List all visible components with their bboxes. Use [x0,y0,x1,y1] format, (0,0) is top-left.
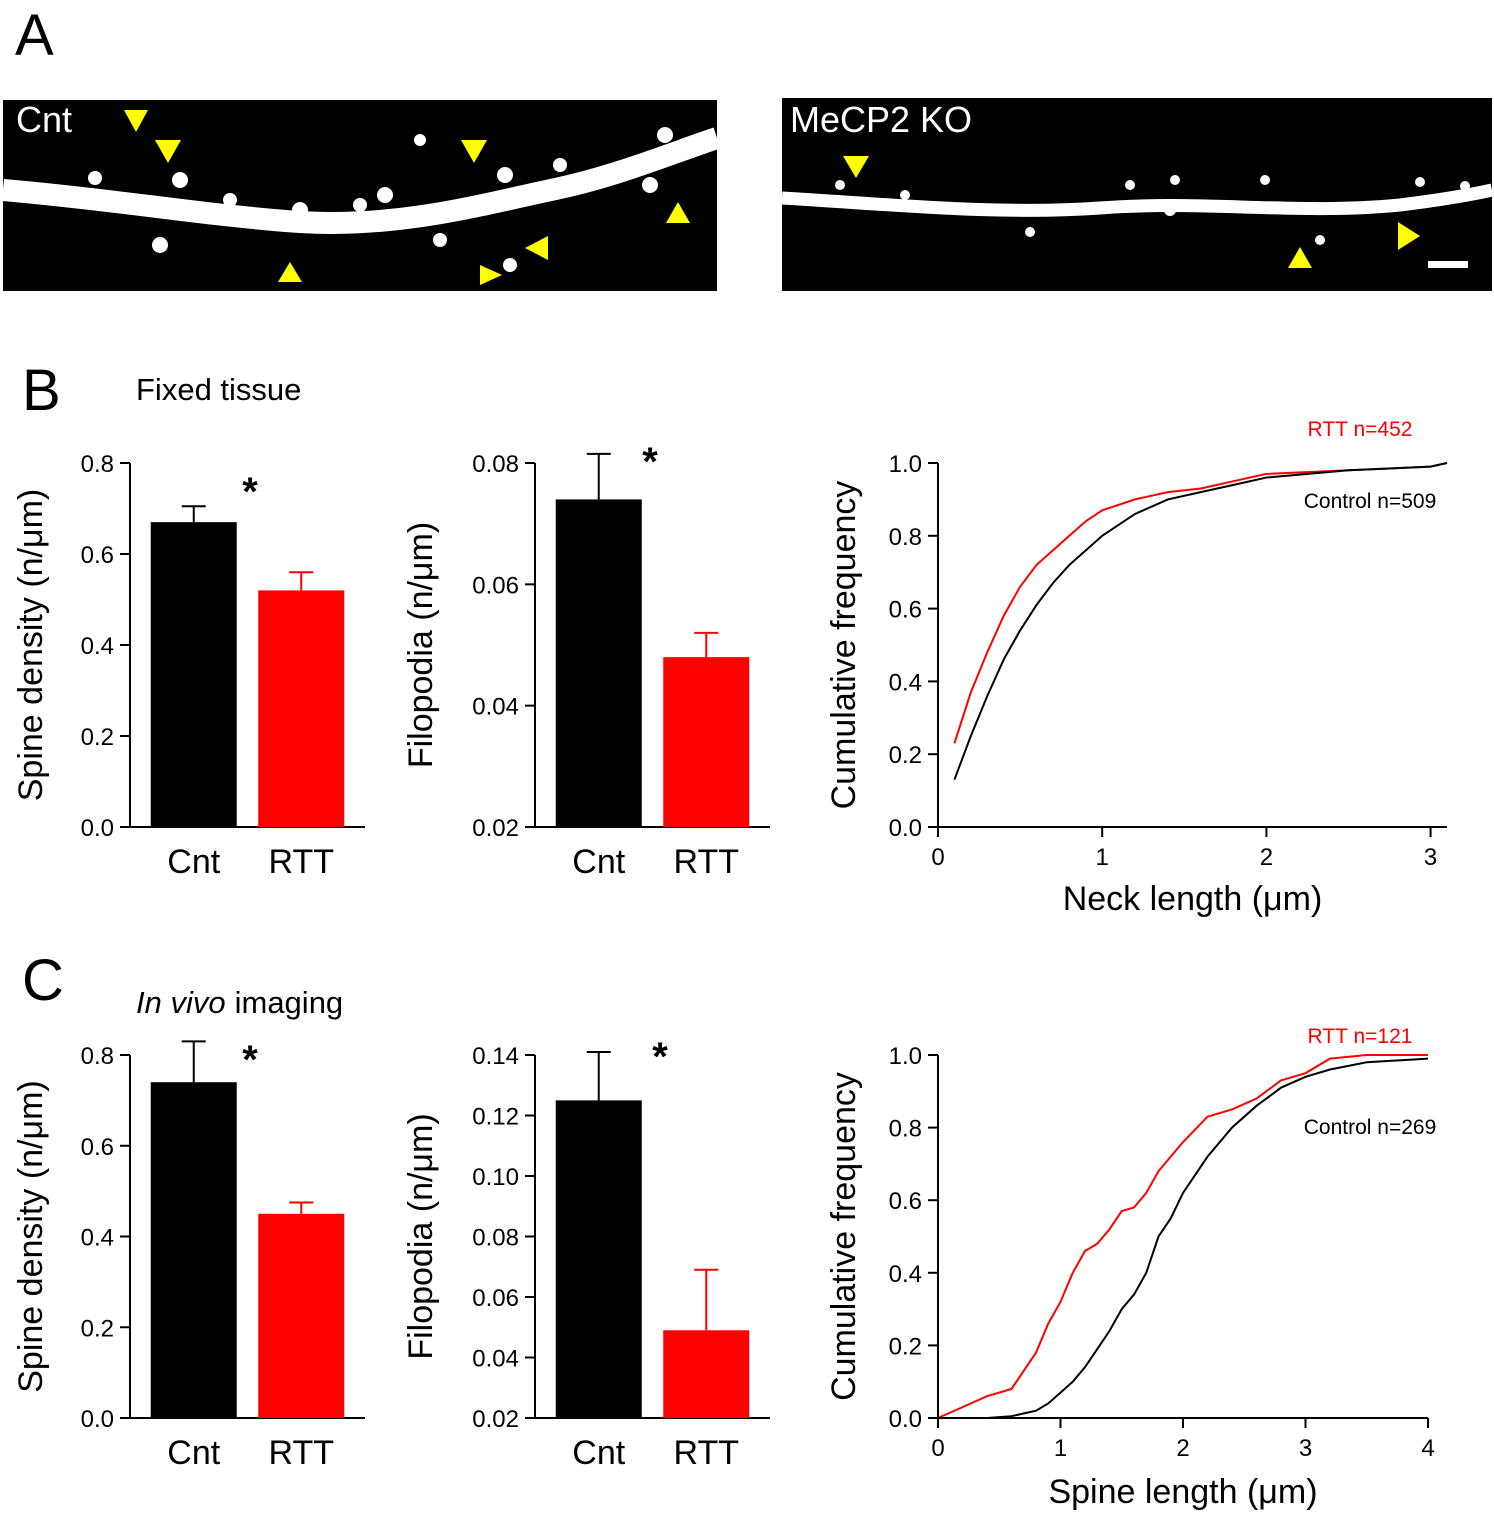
bar [555,1100,642,1418]
x-tick-label: 3 [1424,844,1437,871]
y-tick-label: 0.4 [81,633,114,660]
cumulative-line [937,1054,1428,1419]
x-tick-label: RTT [674,843,739,881]
y-tick-label: 0.4 [889,1261,922,1288]
y-tick-label: 0.12 [472,1104,519,1131]
micrograph-ko: MeCP2 KO [781,98,1494,291]
x-axis-label: Spine length (μm) [1048,1473,1317,1511]
x-tick-label: 2 [1176,1435,1189,1462]
x-tick-label: RTT [269,1434,334,1472]
image-label: Cnt [16,99,72,140]
y-axis-label: Cumulative frequency [825,1072,863,1401]
y-tick-label: 0.0 [81,1406,114,1433]
y-tick-label: 0.4 [81,1225,114,1252]
y-tick-label: 0.6 [81,1134,114,1161]
x-tick-label: 3 [1299,1435,1312,1462]
y-tick-label: 0.8 [81,1043,114,1070]
y-tick-label: 0.2 [81,1315,114,1342]
y-axis-label: Filopodia (n/μm) [402,522,440,768]
bar [150,522,237,827]
y-tick-label: 1.0 [889,451,922,478]
image-label: MeCP2 KO [790,99,972,140]
y-tick-label: 0.2 [81,724,114,751]
bar [663,657,750,827]
y-tick-label: 0.08 [472,451,519,478]
y-tick-label: 0.10 [472,1164,519,1191]
y-tick-label: 0.02 [472,1406,519,1433]
y-tick-label: 0.6 [889,1188,922,1215]
y-tick-label: 0.06 [472,1285,519,1312]
bar [258,590,345,827]
y-tick-label: 0.06 [472,572,519,599]
bar [555,499,642,827]
x-tick-label: 4 [1421,1435,1434,1462]
panel-letter: B [22,358,61,423]
bar [258,1213,345,1418]
subtitle-italic: In vivo [136,985,226,1020]
y-tick-label: 0.04 [472,1346,519,1373]
bar [663,1330,750,1418]
y-axis-label: Spine density (n/μm) [12,1080,50,1393]
legend-label: Control n=269 [1304,1116,1437,1139]
y-tick-label: 0.6 [889,597,922,624]
y-tick-label: 0.8 [81,451,114,478]
subtitle-rest: imaging [235,985,344,1020]
y-tick-label: 0.04 [472,694,519,721]
legend-label: RTT n=452 [1308,418,1413,441]
y-tick-label: 0.08 [472,1225,519,1252]
y-tick-label: 0.8 [889,524,922,551]
significance-marker: * [242,1038,258,1082]
y-tick-label: 0.0 [81,815,114,842]
y-tick-label: 0.2 [889,1333,922,1360]
x-tick-label: RTT [674,1434,739,1472]
cumulative-line [953,462,1448,744]
x-tick-label: 2 [1260,844,1273,871]
legend-label: RTT n=121 [1308,1025,1413,1048]
y-axis-label: Filopodia (n/μm) [402,1113,440,1359]
y-tick-label: 0.2 [889,742,922,769]
panel-letter: C [22,948,64,1013]
micrograph-cnt: Cnt [2,99,721,291]
x-tick-label: 1 [1096,844,1109,871]
bar [150,1082,237,1418]
panel-subtitle: In vivo imaging [136,985,343,1020]
y-axis-label: Cumulative frequency [825,481,863,810]
cumulative-line [938,1057,1429,1419]
x-tick-label: 0 [931,1435,944,1462]
x-tick-label: 1 [1054,1435,1067,1462]
x-tick-label: Cnt [572,843,625,881]
x-tick-label: 0 [931,844,944,871]
y-tick-label: 0.8 [889,1116,922,1143]
significance-marker: * [642,440,658,484]
x-axis-label: Neck length (μm) [1063,880,1323,918]
y-tick-label: 1.0 [889,1043,922,1070]
y-tick-label: 0.02 [472,815,519,842]
y-tick-label: 0.0 [889,1406,922,1433]
cumulative-line [953,462,1448,781]
x-tick-label: Cnt [167,1434,220,1472]
x-tick-label: Cnt [167,843,220,881]
significance-marker: * [652,1035,668,1079]
y-tick-label: 0.14 [472,1043,519,1070]
panel-subtitle: Fixed tissue [136,372,301,407]
panel-letter: A [15,3,54,68]
y-tick-label: 0.0 [889,815,922,842]
y-tick-label: 0.6 [81,542,114,569]
x-tick-label: RTT [269,843,334,881]
x-tick-label: Cnt [572,1434,625,1472]
y-axis-label: Spine density (n/μm) [12,489,50,802]
legend-label: Control n=509 [1304,490,1437,513]
y-tick-label: 0.4 [889,669,922,696]
significance-marker: * [242,470,258,514]
